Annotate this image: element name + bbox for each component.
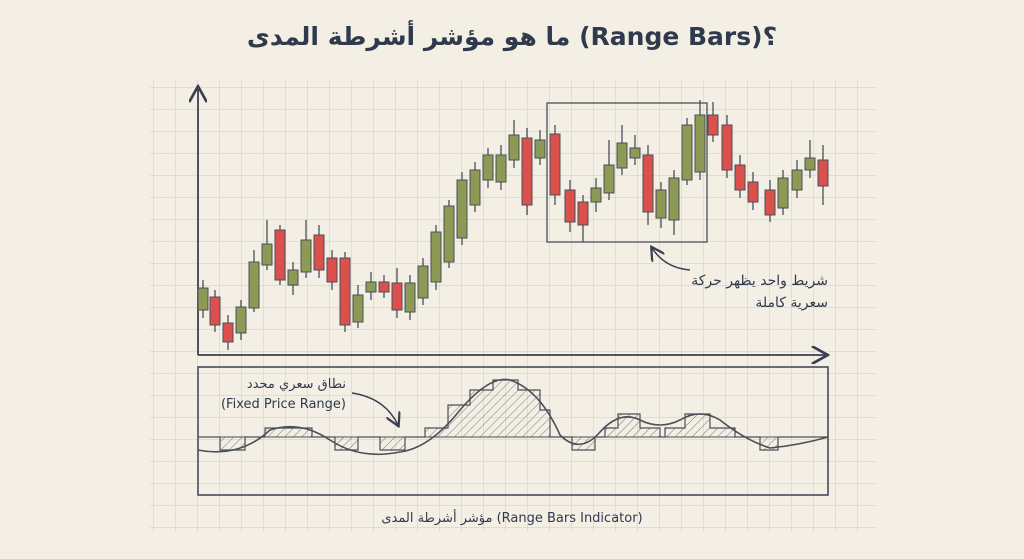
annotation-arrow <box>351 392 398 425</box>
candles <box>197 100 829 350</box>
indicator-line <box>197 378 829 456</box>
title: ما هو مؤشر أشرطة المدى (Range Bars)؟ <box>247 20 777 52</box>
annotation-arrow <box>652 248 691 271</box>
annotation: نطاق سعري محدد <box>247 377 346 392</box>
indicator-panel <box>197 366 829 496</box>
annotation: سعرية كاملة <box>755 295 828 311</box>
highlight-box <box>546 102 708 243</box>
caption: مؤشر أشرطة المدى (Range Bars Indicator) <box>381 509 642 526</box>
annotation: (Fixed Price Range) <box>221 397 346 412</box>
annotation: شريط واحد يظهر حركة <box>691 273 828 289</box>
